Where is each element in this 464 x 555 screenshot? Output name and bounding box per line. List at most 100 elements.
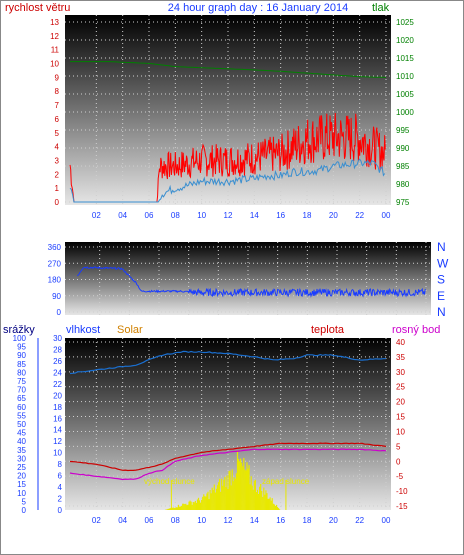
time-tick-label: 18 — [303, 516, 312, 525]
rain-axis-tick: 0 — [22, 506, 27, 515]
wind-direction-series — [77, 266, 426, 298]
rain-axis-tick: 60 — [17, 403, 26, 412]
rain-axis-tick: 40 — [17, 437, 26, 446]
rain-axis-tick: 50 — [17, 420, 26, 429]
dew-point-series — [69, 448, 387, 481]
temperature-axis-tick: 25 — [396, 383, 405, 392]
wind-average-series — [69, 158, 386, 203]
rain-axis-tick: 25 — [17, 463, 26, 472]
rain-label: srážky — [3, 324, 35, 336]
rain-axis-tick: 15 — [17, 480, 26, 489]
time-tick-label: 20 — [329, 211, 338, 220]
time-tick-label: 10 — [197, 211, 206, 220]
wind-axis-tick: 4 — [55, 143, 60, 152]
humidity-axis-tick: 16 — [53, 414, 62, 423]
time-tick-label: 10 — [197, 516, 206, 525]
wind-axis-tick: 11 — [51, 46, 60, 55]
compass-label: N — [437, 240, 446, 254]
pressure-series — [70, 61, 387, 78]
time-tick-label: 12 — [224, 516, 233, 525]
time-tick-label: 22 — [355, 516, 364, 525]
wind-axis-tick: 5 — [55, 129, 60, 138]
direction-axis-tick: 360 — [48, 243, 62, 252]
time-tick-label: 08 — [171, 516, 180, 525]
humidity-axis-tick: 6 — [58, 472, 63, 481]
time-tick-label: 14 — [250, 516, 259, 525]
rain-axis-tick: 35 — [17, 446, 26, 455]
humidity-label: vlhkost — [66, 324, 100, 336]
rain-axis-tick: 10 — [17, 489, 26, 498]
temperature-axis-tick: 20 — [396, 398, 405, 407]
wind-axis-tick: 7 — [55, 101, 60, 110]
time-tick-label: 04 — [118, 516, 127, 525]
wind-axis-tick: 10 — [50, 60, 59, 69]
direction-axis-tick: 180 — [48, 276, 62, 285]
pressure-axis-tick: 985 — [396, 162, 410, 171]
compass-label: E — [437, 289, 445, 303]
data-marks — [69, 61, 426, 510]
compass-label: N — [437, 305, 446, 319]
pressure-label: tlak — [372, 2, 390, 14]
temperature-axis-tick: -10 — [396, 487, 408, 496]
humidity-axis-tick: 8 — [58, 460, 63, 469]
time-tick-label: 16 — [276, 516, 285, 525]
time-tick-label: 00 — [382, 516, 391, 525]
temperature-axis-tick: 30 — [396, 368, 405, 377]
wind-axis-tick: 2 — [55, 170, 60, 179]
temperature-axis-tick: 5 — [396, 442, 401, 451]
sunrise-annotation: východ slunce — [144, 477, 195, 486]
humidity-axis-tick: 28 — [53, 345, 62, 354]
time-tick-label: 18 — [303, 211, 312, 220]
wind-axis-tick: 9 — [55, 73, 60, 82]
wind-axis-tick: 13 — [50, 18, 59, 27]
humidity-axis-tick: 0 — [58, 506, 63, 515]
humidity-panel-background — [65, 338, 391, 510]
pressure-axis-tick: 1005 — [396, 90, 414, 99]
rain-axis-tick: 80 — [17, 368, 26, 377]
rain-axis-tick: 95 — [17, 343, 26, 352]
time-tick-label: 14 — [250, 211, 259, 220]
humidity-series — [69, 350, 386, 375]
humidity-axis-tick: 4 — [58, 483, 63, 492]
time-tick-label: 02 — [92, 211, 101, 220]
humidity-axis-tick: 30 — [53, 334, 62, 343]
humidity-axis-tick: 14 — [53, 426, 62, 435]
rain-axis-tick: 65 — [17, 394, 26, 403]
rain-axis-tick: 5 — [22, 497, 27, 506]
rain-axis-tick: 75 — [17, 377, 26, 386]
humidity-axis-tick: 24 — [53, 368, 62, 377]
rain-axis-tick: 90 — [17, 351, 26, 360]
time-tick-label: 06 — [145, 211, 154, 220]
rain-axis-tick: 100 — [13, 334, 27, 343]
chart-title: 24 hour graph day : 16 January 2014 — [168, 2, 348, 14]
wind-axis-tick: 1 — [55, 184, 60, 193]
temperature-series — [69, 442, 387, 472]
rain-axis-tick: 45 — [17, 429, 26, 438]
wind-axis-tick: 3 — [55, 156, 60, 165]
pressure-axis-tick: 1025 — [396, 18, 414, 27]
solar-label: Solar — [117, 324, 143, 336]
rain-axis-tick: 55 — [17, 411, 26, 420]
time-tick-label: 16 — [276, 211, 285, 220]
pressure-axis-tick: 1015 — [396, 54, 414, 63]
humidity-axis-tick: 22 — [53, 380, 62, 389]
pressure-axis-tick: 1000 — [396, 108, 414, 117]
humidity-axis-tick: 18 — [53, 403, 62, 412]
direction-axis-tick: 90 — [52, 292, 61, 301]
pressure-axis-tick: 995 — [396, 126, 410, 135]
pressure-axis-tick: 990 — [396, 144, 410, 153]
time-tick-label: 08 — [171, 211, 180, 220]
dew-point-label: rosný bod — [392, 324, 440, 336]
temperature-axis-tick: -5 — [396, 472, 404, 481]
temperature-axis-tick: 0 — [396, 457, 401, 466]
rain-axis-tick: 20 — [17, 472, 26, 481]
humidity-axis-tick: 10 — [53, 449, 62, 458]
rain-axis-tick: 30 — [17, 454, 26, 463]
time-tick-label: 22 — [355, 211, 364, 220]
temperature-axis-tick: 10 — [396, 427, 405, 436]
time-tick-label: 12 — [224, 211, 233, 220]
temperature-axis-tick: 40 — [396, 338, 405, 347]
temperature-label: teplota — [311, 324, 345, 336]
time-tick-label: 02 — [92, 516, 101, 525]
